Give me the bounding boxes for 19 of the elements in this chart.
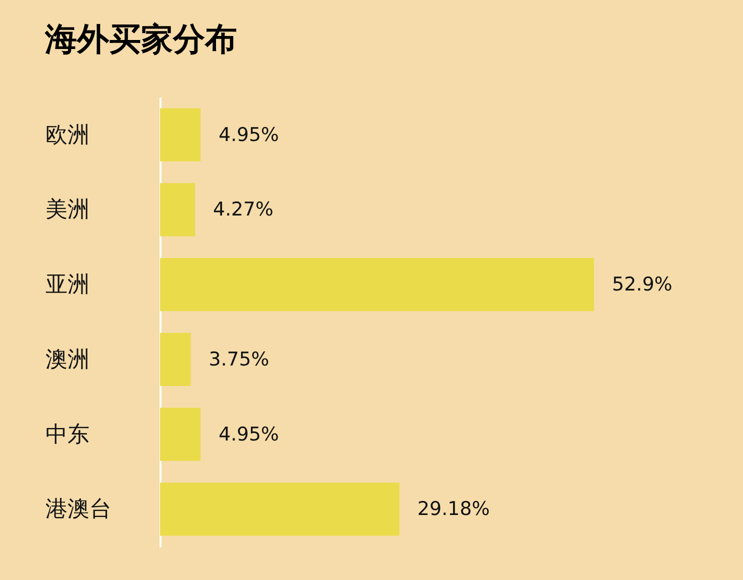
y-tick-label: 澳洲 [46,347,90,372]
bar [160,408,201,461]
bar [160,482,400,536]
data-label: 4.95% [218,124,279,146]
bar [160,183,196,236]
y-tick-label: 港澳台 [46,497,112,522]
y-tick-label: 欧洲 [46,122,90,148]
data-label: 29.18% [417,498,490,520]
y-tick-label: 亚洲 [46,272,90,298]
data-label: 3.75% [208,348,270,370]
bar [160,258,594,312]
y-tick-label: 中东 [46,422,90,448]
bar [160,332,191,386]
data-label: 4.27% [213,198,274,221]
data-label: 4.95% [218,423,279,446]
bar [160,108,201,162]
data-label: 52.9% [612,274,672,296]
chart-title: 海外买家分布 [44,20,237,58]
y-tick-label: 美洲 [46,198,90,223]
